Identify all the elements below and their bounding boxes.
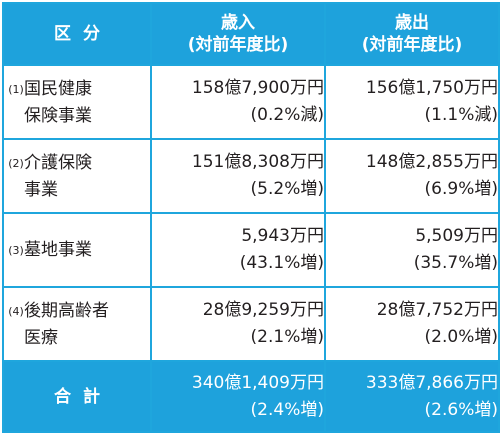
table-header-row: 区分 歳入 (対前年度比) 歳出 (対前年度比) [2, 2, 500, 66]
revenue-amount: 158億7,900万円 [191, 78, 324, 98]
header-expense: 歳出 (対前年度比) [324, 2, 500, 66]
header-category: 区分 [2, 2, 152, 66]
row-name-line1: 墓地事業 [24, 239, 92, 260]
revenue-change: (5.2%増) [250, 179, 324, 199]
revenue-cell: 158億7,900万円 (0.2%減) [150, 64, 326, 140]
total-expense-cell: 333億7,866万円 (2.6%増) [324, 360, 500, 433]
expense-amount: 148億2,855万円 [365, 152, 498, 172]
expense-cell: 28億7,752万円 (2.0%増) [324, 286, 500, 362]
row-category: (4)後期高齢者 医療 [2, 286, 152, 362]
table-row: (1)国民健康 保険事業 158億7,900万円 (0.2%減) 156億1,7… [2, 64, 500, 140]
row-number: (4) [8, 304, 24, 318]
revenue-change: (2.1%増) [250, 327, 324, 347]
revenue-cell: 5,943万円 (43.1%増) [150, 212, 326, 288]
revenue-cell: 151億8,308万円 (5.2%増) [150, 138, 326, 214]
revenue-change: (43.1%増) [239, 253, 324, 273]
row-name-line2: 事業 [24, 179, 58, 200]
row-number: (2) [8, 156, 24, 170]
row-name-line2: 保険事業 [24, 105, 92, 126]
row-name-line2: 医療 [24, 327, 58, 348]
total-expense-amount: 333億7,866万円 [365, 372, 498, 393]
total-row: 合計 340億1,409万円 (2.4%増) 333億7,866万円 (2.6%… [2, 360, 500, 433]
revenue-amount: 151億8,308万円 [191, 152, 324, 172]
expense-change: (2.0%増) [424, 327, 498, 347]
table-row: (4)後期高齢者 医療 28億9,259万円 (2.1%増) 28億7,752万… [2, 286, 500, 362]
expense-change: (35.7%増) [413, 253, 498, 273]
header-revenue-title: 歳入 [221, 13, 255, 33]
header-revenue-sub: (対前年度比) [187, 35, 289, 55]
header-revenue: 歳入 (対前年度比) [150, 2, 326, 66]
header-expense-sub: (対前年度比) [361, 35, 463, 55]
row-number: (1) [8, 82, 24, 96]
total-label: 合計 [2, 360, 152, 433]
total-expense-change: (2.6%増) [424, 399, 498, 420]
header-expense-title: 歳出 [395, 13, 429, 33]
row-category: (2)介護保険 事業 [2, 138, 152, 214]
expense-change: (1.1%減) [424, 105, 498, 125]
table-row: (2)介護保険 事業 151億8,308万円 (5.2%増) 148億2,855… [2, 138, 500, 214]
row-category: (3)墓地事業 [2, 212, 152, 288]
total-revenue-change: (2.4%増) [250, 399, 324, 420]
revenue-amount: 28億9,259万円 [202, 300, 324, 320]
row-category: (1)国民健康 保険事業 [2, 64, 152, 140]
revenue-change: (0.2%減) [250, 105, 324, 125]
expense-cell: 5,509万円 (35.7%増) [324, 212, 500, 288]
table-row: (3)墓地事業 5,943万円 (43.1%増) 5,509万円 (35.7%増… [2, 212, 500, 288]
expense-amount: 156億1,750万円 [365, 78, 498, 98]
row-number: (3) [8, 243, 24, 257]
expense-amount: 5,509万円 [415, 226, 498, 246]
row-name-line1: 国民健康 [24, 78, 92, 99]
expense-cell: 156億1,750万円 (1.1%減) [324, 64, 500, 140]
row-name-line1: 後期高齢者 [24, 300, 109, 321]
expense-amount: 28億7,752万円 [376, 300, 498, 320]
total-revenue-amount: 340億1,409万円 [191, 372, 324, 393]
revenue-cell: 28億9,259万円 (2.1%増) [150, 286, 326, 362]
row-name-line1: 介護保険 [24, 152, 92, 173]
expense-cell: 148億2,855万円 (6.9%増) [324, 138, 500, 214]
expense-change: (6.9%増) [424, 179, 498, 199]
revenue-amount: 5,943万円 [241, 226, 324, 246]
total-revenue-cell: 340億1,409万円 (2.4%増) [150, 360, 326, 433]
